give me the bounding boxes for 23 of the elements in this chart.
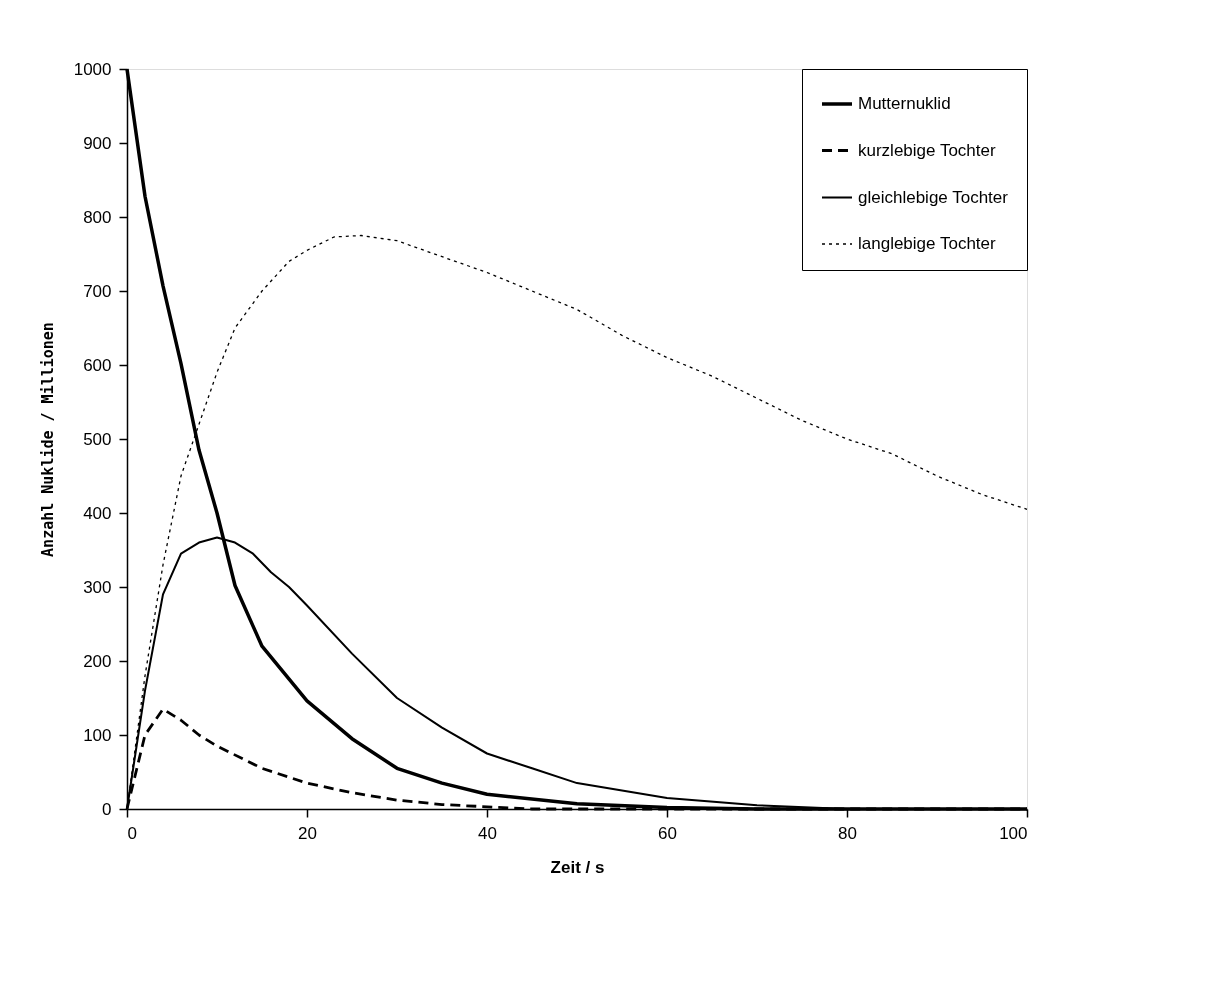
y-tick-label: 700 bbox=[83, 281, 112, 301]
y-tick-label: 600 bbox=[83, 355, 112, 375]
x-axis-title: Zeit / s bbox=[550, 857, 605, 877]
y-tick-label: 500 bbox=[83, 429, 112, 449]
y-tick-label: 200 bbox=[83, 651, 112, 671]
y-tick-label: 400 bbox=[83, 503, 112, 523]
legend-label: kurzlebige Tochter bbox=[858, 140, 996, 160]
y-tick-label: 300 bbox=[83, 577, 112, 597]
x-tick-label: 20 bbox=[298, 823, 317, 843]
x-tick-label: 100 bbox=[999, 823, 1028, 843]
y-tick-label: 0 bbox=[102, 799, 112, 819]
x-tick-label: 40 bbox=[478, 823, 497, 843]
x-tick-label: 0 bbox=[127, 823, 137, 843]
legend-label: Mutternuklid bbox=[858, 94, 951, 113]
y-tick-label: 100 bbox=[83, 725, 112, 745]
x-tick-label: 60 bbox=[658, 823, 677, 843]
y-tick-label: 900 bbox=[83, 133, 112, 153]
y-tick-label: 800 bbox=[83, 207, 112, 227]
legend-label: gleichlebige Tochter bbox=[858, 187, 1009, 207]
x-tick-label: 80 bbox=[838, 823, 857, 843]
legend-label: langlebige Tochter bbox=[858, 234, 997, 253]
y-tick-label: 1000 bbox=[73, 59, 112, 79]
y-axis-title: Anzahl Nuklide / Millionen bbox=[38, 322, 57, 557]
